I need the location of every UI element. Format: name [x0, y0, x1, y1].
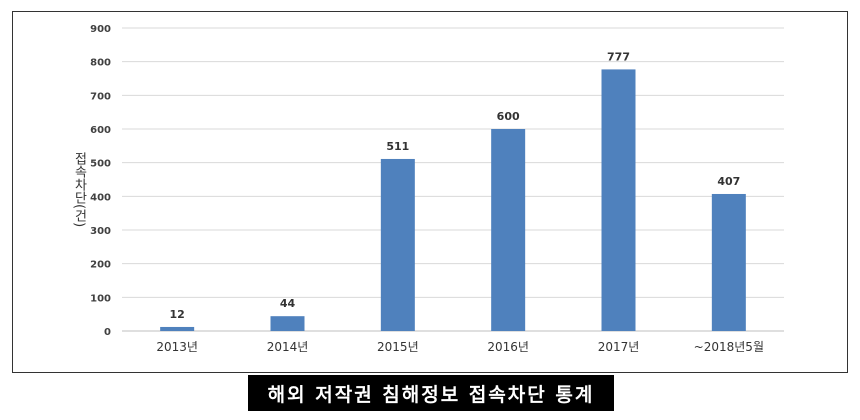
y-axis-ticks: 0 100 200 300 400 500 600 700 800 900 — [90, 24, 111, 338]
data-label: 777 — [607, 50, 630, 63]
x-tick-label: 2014년 — [267, 340, 309, 354]
bar — [270, 316, 305, 331]
y-tick-label: 400 — [90, 192, 111, 203]
data-labels: 12 44 511 600 777 407 — [170, 50, 741, 321]
x-tick-label: 2013년 — [156, 340, 198, 354]
bar — [380, 158, 415, 331]
y-tick-label: 600 — [90, 125, 111, 136]
gridlines — [122, 27, 784, 332]
x-tick-label: 2015년 — [377, 340, 419, 354]
data-label: 407 — [717, 175, 740, 188]
bars — [160, 69, 746, 331]
caption-text: 해외 저작권 침해정보 접속차단 통계 — [267, 383, 595, 406]
y-tick-label: 900 — [90, 24, 111, 35]
chart-frame: 0 100 200 300 400 500 600 700 800 900 12 44 511 600 7… — [12, 11, 848, 373]
y-tick-label: 100 — [90, 293, 111, 304]
y-tick-label: 800 — [90, 58, 111, 69]
bar — [491, 129, 526, 331]
x-tick-label: ~2018년5월 — [694, 340, 764, 354]
y-tick-label: 0 — [104, 327, 111, 338]
y-tick-label: 500 — [90, 159, 111, 170]
x-axis-ticks: 2013년 2014년 2015년 2016년 2017년 ~2018년5월 — [156, 340, 764, 354]
y-axis-title: 접속차단(건) — [72, 152, 87, 227]
y-tick-label: 700 — [90, 91, 111, 102]
x-tick-label: 2017년 — [598, 340, 640, 354]
data-label: 511 — [386, 140, 409, 153]
bar — [601, 69, 636, 331]
bar-chart: 0 100 200 300 400 500 600 700 800 900 12 44 511 600 7… — [72, 24, 784, 354]
bar — [160, 326, 195, 331]
caption-banner: 해외 저작권 침해정보 접속차단 통계 — [248, 375, 614, 411]
x-tick-label: 2016년 — [487, 340, 529, 354]
data-label: 44 — [280, 297, 296, 310]
data-label: 600 — [497, 110, 520, 123]
y-tick-label: 200 — [90, 260, 111, 271]
data-label: 12 — [170, 308, 185, 321]
bar — [711, 193, 746, 331]
y-tick-label: 300 — [90, 226, 111, 237]
